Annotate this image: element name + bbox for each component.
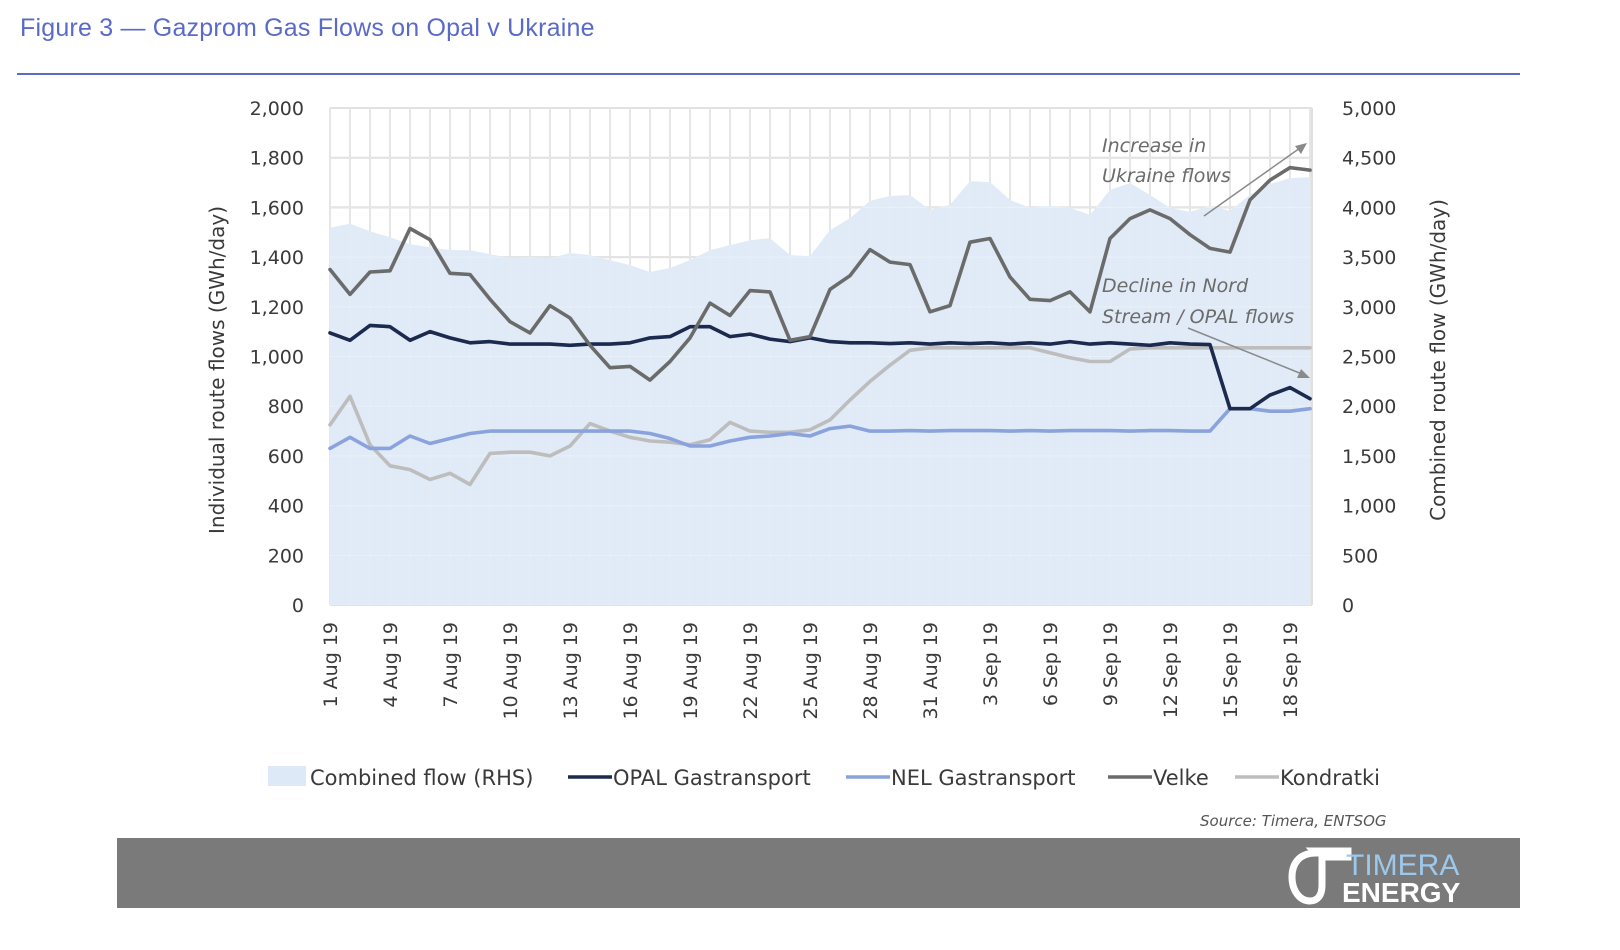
y-axis-left-ticks: 0 200 400 600 800 1,000 1,200 1,400 1,600 1,800 2,… — [250, 98, 304, 617]
series-line-opal-gastransport — [328, 323, 1312, 411]
x-tick-label: 4 Aug 19 — [380, 622, 402, 707]
annotation-text-line: Decline in Nord — [1102, 275, 1249, 297]
source-note: Source: Timera, ENTSOG — [1200, 812, 1387, 830]
combined-area-layer — [330, 177, 1310, 605]
arrow-head-icon — [1295, 143, 1307, 154]
annotation-arrow — [1187, 327, 1303, 375]
logo-text-energy: ENERGY — [1342, 877, 1461, 905]
y-tick-label-right: 2,500 — [1342, 347, 1396, 369]
y-tick-label-right: 3,000 — [1342, 297, 1396, 319]
x-tick-label: 7 Aug 19 — [440, 622, 462, 707]
y-tick-label-left: 1,200 — [250, 297, 304, 319]
y-tick-label-right: 1,500 — [1342, 446, 1396, 468]
grid-overlay — [329, 107, 1312, 606]
footer-bar — [117, 838, 1520, 908]
x-tick-label: 22 Aug 19 — [740, 622, 762, 720]
y-tick-label-right: 4,500 — [1342, 148, 1396, 170]
x-tick-label: 13 Aug 19 — [560, 622, 582, 720]
y-tick-label-left: 600 — [268, 446, 304, 468]
series-line-nel-gastransport — [328, 406, 1312, 451]
logo-sigma-icon — [1288, 847, 1352, 905]
x-tick-label: 31 Aug 19 — [920, 622, 942, 720]
x-axis-ticks: 1 Aug 19 4 Aug 19 7 Aug 19 10 Aug 19 13 Aug … — [320, 622, 1302, 720]
x-tick-label: 28 Aug 19 — [860, 622, 882, 720]
arrow-head-icon — [1297, 369, 1310, 378]
x-tick-label: 9 Sep 19 — [1100, 622, 1122, 706]
legend-label-nel: NEL Gastransport — [891, 766, 1075, 790]
y-tick-label-right: 3,500 — [1342, 247, 1396, 269]
logo-text-timera: TIMERA — [1346, 849, 1459, 882]
annotation-arrow — [1203, 147, 1301, 217]
y-tick-label-left: 1,400 — [250, 247, 304, 269]
x-tick-label: 15 Sep 19 — [1220, 622, 1242, 718]
x-tick-label: 18 Sep 19 — [1280, 622, 1302, 718]
legend-label-velke: Velke — [1153, 766, 1209, 790]
y-tick-label-right: 5,000 — [1342, 98, 1396, 120]
figure-title: Figure 3 — Gazprom Gas Flows on Opal v U… — [20, 14, 595, 42]
y-tick-label-right: 500 — [1342, 545, 1378, 567]
annotation-text-line: Ukraine flows — [1102, 165, 1231, 187]
x-tick-label: 25 Aug 19 — [800, 622, 822, 720]
series-line-kondratki — [328, 345, 1312, 487]
y-axis-right-title: Combined route flow (GWh/day) — [1426, 199, 1450, 521]
y-tick-label-left: 1,800 — [250, 148, 304, 170]
y-tick-label-left: 1,000 — [250, 347, 304, 369]
y-tick-label-right: 0 — [1342, 595, 1354, 617]
x-tick-label: 1 Aug 19 — [320, 622, 342, 707]
y-tick-label-left: 200 — [268, 545, 304, 567]
annotation-text-line: Increase in — [1102, 135, 1206, 157]
y-tick-label-right: 4,000 — [1342, 197, 1396, 219]
title-divider — [17, 73, 1520, 75]
legend-label-opal: OPAL Gastransport — [613, 766, 811, 790]
y-axis-left-title: Individual route flows (GWh/day) — [205, 206, 229, 534]
annotation-decline-nordstream: Decline in Nord Stream / OPAL flows — [1102, 275, 1310, 378]
x-tick-label: 3 Sep 19 — [980, 622, 1002, 706]
y-tick-label-right: 1,000 — [1342, 496, 1396, 518]
legend-swatch-combined — [268, 766, 306, 786]
x-tick-label: 16 Aug 19 — [620, 622, 642, 720]
y-tick-label-left: 2,000 — [250, 98, 304, 120]
series-line-velke — [328, 165, 1312, 382]
y-tick-label-left: 1,600 — [250, 197, 304, 219]
series-area-combined-flow — [330, 177, 1310, 605]
x-tick-label: 6 Sep 19 — [1040, 622, 1062, 706]
legend-label-combined: Combined flow (RHS) — [310, 766, 533, 790]
y-axis-right-ticks: 0 500 1,000 1,500 2,000 2,500 3,000 3,500 4,000 4… — [1342, 98, 1396, 617]
legend: Combined flow (RHS) OPAL Gastransport NE… — [268, 766, 1380, 790]
x-tick-label: 19 Aug 19 — [680, 622, 702, 720]
x-tick-label: 10 Aug 19 — [500, 622, 522, 720]
x-tick-label: 12 Sep 19 — [1160, 622, 1182, 718]
annotation-increase-ukraine: Increase in Ukraine flows — [1102, 135, 1307, 217]
annotation-text-line: Stream / OPAL flows — [1102, 306, 1294, 328]
series-lines — [328, 165, 1312, 487]
y-tick-label-left: 400 — [268, 496, 304, 518]
timera-energy-logo: TIMERA ENERGY — [1288, 847, 1461, 905]
legend-label-kondratki: Kondratki — [1280, 766, 1380, 790]
y-tick-label-left: 800 — [268, 396, 304, 418]
y-tick-label-right: 2,000 — [1342, 396, 1396, 418]
y-tick-label-left: 0 — [292, 595, 304, 617]
